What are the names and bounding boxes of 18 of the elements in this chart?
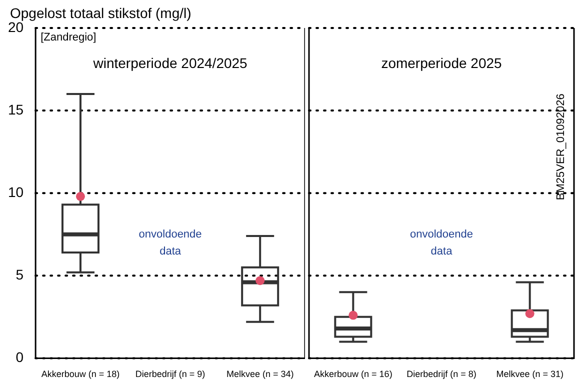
y-axis-title: Opgelost totaal stikstof (mg/l)	[10, 4, 192, 21]
y-tick-label: 5	[16, 266, 24, 283]
x-tick-label: Dierbedrijf (n = 9)	[135, 369, 206, 380]
annotation: onvoldoende data	[138, 228, 202, 258]
x-tick-label: Akkerbouw (n = 16)	[314, 369, 392, 380]
text: zomerperiode 2025	[381, 54, 502, 71]
y-tick-label: 15	[8, 101, 24, 118]
x-tick-label: Melkvee (n = 34)	[226, 369, 294, 380]
x-tick-label: Melkvee (n = 31)	[496, 369, 564, 380]
text: winterperiode 2024/2025	[92, 54, 248, 71]
annotation: [Zandregio]	[40, 32, 96, 44]
y-tick-label: 20	[8, 18, 24, 35]
x-tick-label: Dierbedrijf (n = 8)	[406, 369, 476, 380]
y-tick-label: 10	[8, 184, 24, 200]
y-tick-label: 0	[16, 349, 24, 366]
annotation: BM25VER_01092026	[555, 94, 568, 200]
annotation: onvoldoende data	[410, 228, 474, 258]
x-tick-label: Akkerbouw (n = 18)	[41, 369, 120, 380]
